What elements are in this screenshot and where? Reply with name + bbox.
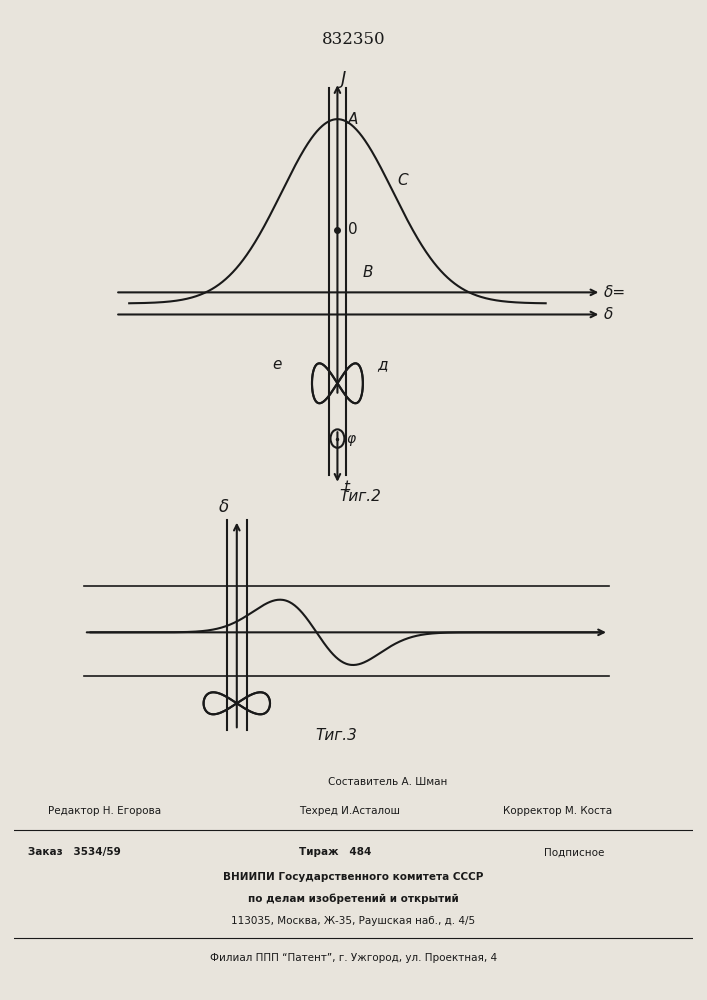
Text: Τиг.3: Τиг.3 bbox=[315, 728, 358, 743]
Text: 113035, Москва, Ж-35, Раушская наб., д. 4/5: 113035, Москва, Ж-35, Раушская наб., д. … bbox=[231, 916, 476, 926]
Text: Филиал ППП “Патент”, г. Ужгород, ул. Проектная, 4: Филиал ППП “Патент”, г. Ужгород, ул. Про… bbox=[210, 953, 497, 963]
Text: e: e bbox=[272, 357, 282, 372]
Text: δ: δ bbox=[604, 307, 613, 322]
Text: t: t bbox=[343, 480, 349, 495]
Text: δ=: δ= bbox=[604, 285, 626, 300]
Text: ВНИИПИ Государственного комитета СССР: ВНИИПИ Государственного комитета СССР bbox=[223, 872, 484, 882]
Text: Корректор М. Коста: Корректор М. Коста bbox=[503, 806, 612, 816]
Text: 0: 0 bbox=[348, 222, 357, 237]
Text: д: д bbox=[377, 357, 387, 372]
Text: J: J bbox=[341, 70, 346, 88]
Text: Редактор Н. Егорова: Редактор Н. Егорова bbox=[48, 806, 161, 816]
Text: Составитель А. Шман: Составитель А. Шман bbox=[328, 777, 447, 787]
Text: Техред И.Асталош: Техред И.Асталош bbox=[299, 806, 400, 816]
Text: B: B bbox=[363, 265, 373, 280]
Text: 832350: 832350 bbox=[322, 31, 385, 48]
Text: δ: δ bbox=[218, 498, 229, 516]
Text: Тираж   484: Тираж 484 bbox=[299, 847, 372, 857]
Text: C: C bbox=[397, 173, 408, 188]
Text: φ: φ bbox=[346, 432, 356, 446]
Text: Τиг.2: Τиг.2 bbox=[339, 489, 382, 504]
Text: Подписное: Подписное bbox=[544, 847, 604, 857]
Text: Заказ   3534/59: Заказ 3534/59 bbox=[28, 847, 120, 857]
Text: A: A bbox=[348, 112, 358, 127]
Text: по делам изобретений и открытий: по делам изобретений и открытий bbox=[248, 893, 459, 904]
